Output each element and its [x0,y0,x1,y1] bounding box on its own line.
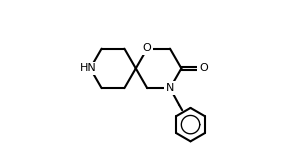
Text: O: O [143,43,152,53]
Text: HN: HN [79,63,96,73]
Text: N: N [166,83,174,93]
Text: O: O [199,63,208,73]
